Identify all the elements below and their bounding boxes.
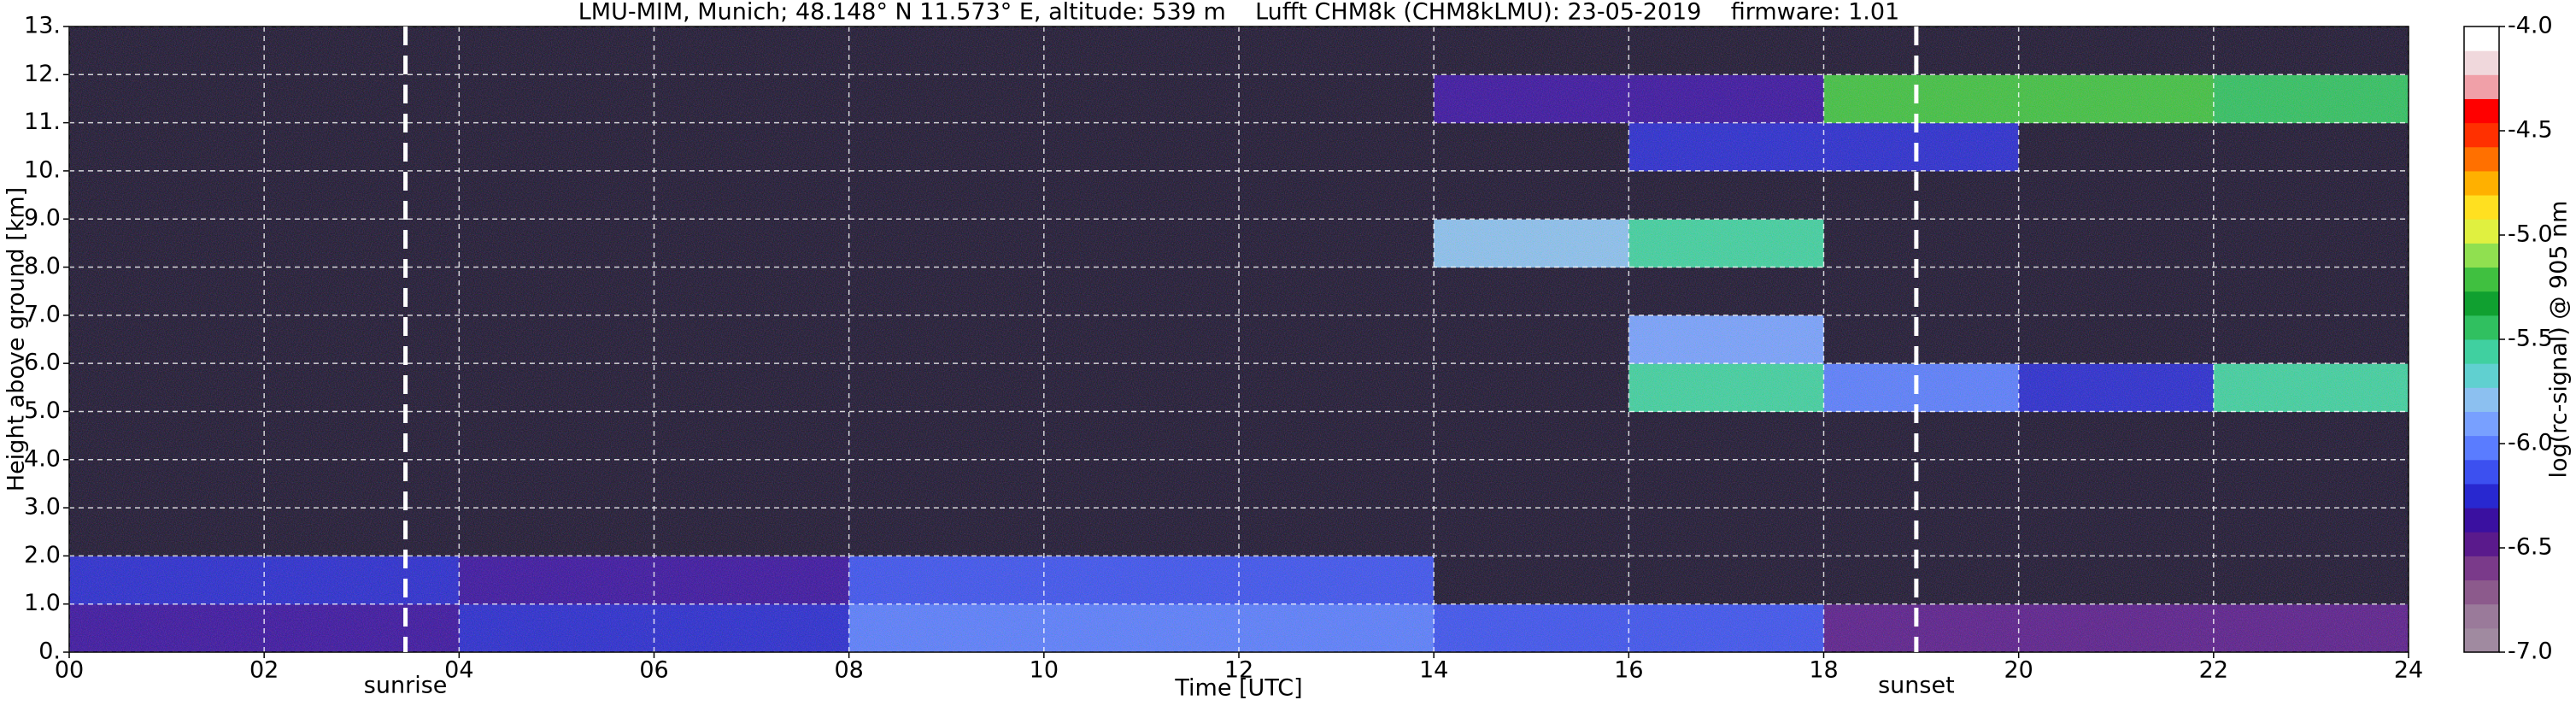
y-axis-label: Height above ground [km] bbox=[3, 187, 30, 491]
x-tick-label: 16 bbox=[1614, 657, 1643, 684]
colorbar-band bbox=[2464, 387, 2499, 412]
colorbar-tick-label: -5.0 bbox=[2508, 221, 2553, 248]
x-tick-label: 00 bbox=[55, 657, 84, 684]
x-tick-label: 04 bbox=[444, 657, 473, 684]
colorbar-band bbox=[2464, 50, 2499, 75]
y-tick-label: 12. bbox=[24, 61, 61, 87]
colorbar-tick-label: -6.0 bbox=[2508, 430, 2553, 456]
x-tick-label: 10 bbox=[1030, 657, 1059, 684]
event-label: sunset bbox=[1878, 673, 1955, 699]
x-tick-label: 14 bbox=[1419, 657, 1448, 684]
y-tick-label: 3.0 bbox=[24, 494, 61, 521]
chart-title: LMU-MIM, Munich; 48.148° N 11.573° E, al… bbox=[578, 0, 1899, 26]
colorbar-tick-label: -4.5 bbox=[2508, 117, 2553, 144]
y-tick-label: 5.0 bbox=[24, 397, 61, 424]
x-tick-label: 18 bbox=[1809, 657, 1838, 684]
y-tick-label: 9.0 bbox=[24, 205, 61, 232]
y-tick-label: 10. bbox=[24, 156, 61, 183]
colorbar-tick-label: -6.5 bbox=[2508, 534, 2553, 561]
colorbar-band bbox=[2464, 363, 2499, 388]
y-tick-label: 2.0 bbox=[24, 542, 61, 568]
colorbar-band bbox=[2464, 556, 2499, 581]
x-tick-label: 06 bbox=[639, 657, 668, 684]
y-tick-label: 0. bbox=[38, 638, 61, 665]
colorbar-band bbox=[2464, 74, 2499, 99]
colorbar-band bbox=[2464, 411, 2499, 437]
colorbar-band bbox=[2464, 98, 2499, 124]
colorbar-band bbox=[2464, 170, 2499, 196]
colorbar-band bbox=[2464, 508, 2499, 532]
x-tick-label: 24 bbox=[2394, 657, 2423, 684]
colorbar-tick-label: -5.5 bbox=[2508, 326, 2553, 352]
y-tick-label: 7.0 bbox=[24, 301, 61, 327]
colorbar-band bbox=[2464, 146, 2499, 172]
x-tick-label: 20 bbox=[2004, 657, 2033, 684]
x-tick-label: 02 bbox=[249, 657, 279, 684]
colorbar-band bbox=[2464, 532, 2499, 556]
plot-frame bbox=[68, 26, 2409, 653]
colorbar-band bbox=[2464, 483, 2499, 509]
colorbar-band bbox=[2464, 243, 2499, 268]
colorbar-band bbox=[2464, 219, 2499, 244]
y-tick-label: 4.0 bbox=[24, 445, 61, 472]
colorbar-band bbox=[2464, 580, 2499, 605]
colorbar-tick-label: -4.0 bbox=[2508, 13, 2553, 39]
colorbar-band bbox=[2464, 291, 2499, 316]
colorbar-band bbox=[2464, 195, 2499, 220]
colorbar-band bbox=[2464, 315, 2499, 340]
x-tick-label: 08 bbox=[834, 657, 863, 684]
colorbar-band bbox=[2464, 122, 2499, 148]
colorbar-band bbox=[2464, 435, 2499, 461]
colorbar-band bbox=[2464, 627, 2499, 653]
x-tick-label: 12 bbox=[1224, 657, 1253, 684]
y-tick-label: 1.0 bbox=[24, 590, 61, 616]
colorbar-tick-label: -7.0 bbox=[2508, 638, 2553, 665]
y-tick-label: 6.0 bbox=[24, 350, 61, 376]
event-label: sunrise bbox=[364, 673, 448, 699]
colorbar-band bbox=[2464, 603, 2499, 629]
colorbar-label: log(rc-signal) @ 905 nm bbox=[2546, 201, 2573, 479]
y-tick-label: 8.0 bbox=[24, 253, 61, 279]
x-axis-label: Time [UTC] bbox=[1174, 675, 1302, 702]
x-tick-label: 22 bbox=[2199, 657, 2228, 684]
y-tick-label: 11. bbox=[24, 109, 61, 135]
colorbar-band bbox=[2464, 267, 2499, 292]
colorbar-band bbox=[2464, 26, 2499, 51]
y-tick-label: 13. bbox=[24, 13, 61, 39]
colorbar-band bbox=[2464, 459, 2499, 485]
colorbar-band bbox=[2464, 339, 2499, 364]
